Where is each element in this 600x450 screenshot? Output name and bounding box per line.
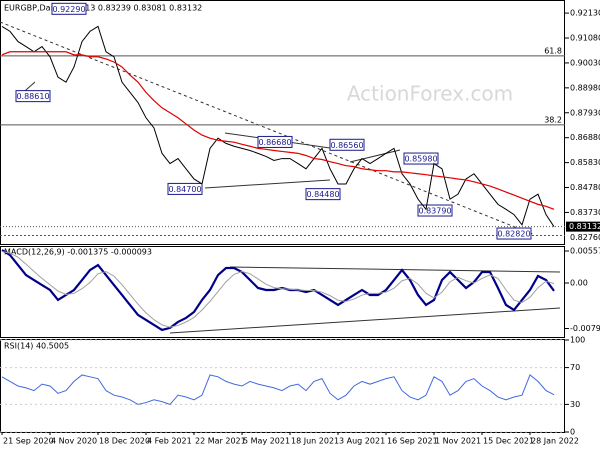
trend-line — [169, 307, 561, 334]
price-label: 0.82760 — [570, 233, 600, 242]
annotation-label: 0.83790 — [418, 207, 451, 216]
trend-line — [349, 149, 401, 163]
annotation-label: 0.88610 — [16, 92, 49, 101]
x-tick-label: 21 Sep 2020 — [3, 437, 54, 446]
series-line — [1, 51, 555, 210]
trend-line — [0, 21, 536, 236]
fib-label: 61.8 — [544, 46, 562, 55]
y-tick-label: 0.86880 — [570, 133, 600, 142]
y-tick-label: 30 — [570, 400, 580, 409]
annotation-label: 0.84700 — [168, 185, 201, 194]
rsi-panel — [0, 339, 565, 433]
trend-line — [229, 266, 561, 273]
y-tick-label: 100 — [570, 336, 585, 345]
x-tick-label: 1 Nov 2021 — [435, 437, 481, 446]
y-tick-label: 0.88980 — [570, 83, 600, 92]
series-line — [1, 25, 555, 227]
annotation-label: 0.92290 — [52, 5, 85, 14]
annotation-label: 0.85980 — [404, 155, 437, 164]
annotation-label: 0.82820 — [497, 230, 530, 239]
price-panel — [0, 0, 565, 245]
annotation-box — [305, 188, 341, 201]
x-tick-label: 18 Jun 2021 — [291, 437, 339, 446]
macd-title: MACD(12,26,9) -0.001375 -0.000093 — [4, 248, 152, 257]
y-tick-label: 0.91080 — [570, 34, 600, 43]
annotation-box — [496, 227, 532, 240]
price-box — [566, 221, 600, 232]
y-tick-label: 0.83730 — [570, 208, 600, 217]
x-tick-label: 3 Aug 2021 — [339, 437, 385, 446]
y-tick-label: 0.84780 — [570, 183, 600, 192]
series-line — [1, 249, 555, 332]
trend-line — [204, 179, 331, 189]
y-tick-label: 70 — [570, 363, 580, 372]
x-tick-label: 18 Dec 2020 — [99, 437, 150, 446]
y-tick-label: 0 — [570, 428, 575, 437]
y-tick-label: 0.005579 — [570, 246, 600, 255]
series-line — [1, 374, 555, 405]
series-line — [1, 250, 555, 328]
y-tick-label: 0.87930 — [570, 108, 600, 117]
x-tick-label: 15 Dec 2021 — [483, 437, 534, 446]
y-tick-label: 0.90030 — [570, 58, 600, 67]
x-tick-label: 4 Feb 2021 — [147, 437, 192, 446]
y-tick-label: 0.00 — [570, 279, 588, 288]
x-tick-label: 16 Sep 2021 — [387, 437, 438, 446]
annotation-box — [403, 152, 439, 165]
fib-label: 38.2 — [544, 115, 562, 124]
y-tick-label: 0.85830 — [570, 158, 600, 167]
annotation-box — [51, 2, 87, 15]
macd-panel — [0, 246, 565, 338]
annotation-box — [15, 90, 51, 103]
annotation-label: 0.86680 — [258, 138, 291, 147]
price-box-label: 0.83132 — [569, 222, 600, 231]
x-tick-label: 28 Jan 2022 — [531, 437, 579, 446]
chart-title: EURGBP,Daily 0.83113 0.83239 0.83081 0.8… — [4, 4, 202, 13]
x-tick-label: 5 May 2021 — [243, 437, 290, 446]
x-tick-label: 4 Nov 2020 — [51, 437, 97, 446]
y-tick-label: -0.007931 — [570, 324, 600, 333]
annotation-label: 0.84480 — [306, 190, 339, 199]
annotation-box — [167, 182, 203, 195]
annotation-box — [329, 138, 365, 151]
rsi-title: RSI(14) 40.5005 — [4, 342, 69, 351]
x-tick-label: 22 Mar 2021 — [195, 437, 246, 446]
annotation-box — [417, 204, 453, 217]
annotation-label: 0.86560 — [330, 141, 363, 150]
annotation-box — [257, 135, 293, 148]
watermark: ActionForex.com — [347, 82, 513, 106]
y-tick-label: 0.92130 — [570, 9, 600, 18]
